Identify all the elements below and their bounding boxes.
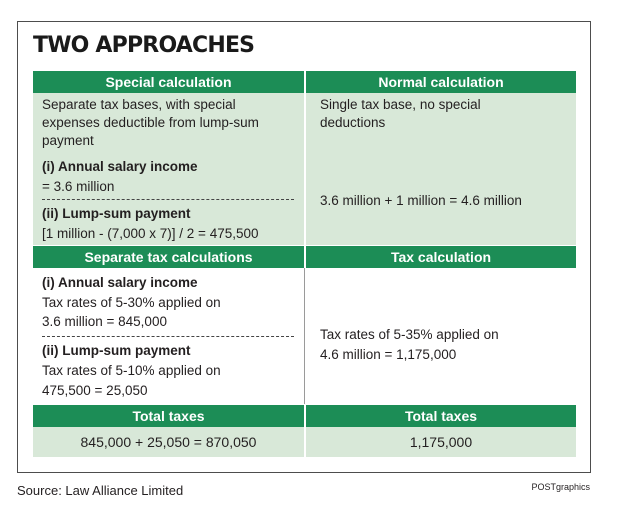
normal-calculation-description: Single tax base, no special deductions [320,97,481,130]
tax-calculation-header: Tax calculation [306,246,576,268]
normal-calculation-panel [306,93,576,245]
special-total-taxes-header: Total taxes [33,405,304,427]
separate-tax-calculations-header: Separate tax calculations [33,246,304,268]
divider-dashed [42,336,294,337]
special-total-taxes-value: 845,000 + 25,050 = 870,050 [33,427,304,457]
calc-lump-sum-rate: Tax rates of 5-10% applied on [42,363,221,378]
special-calculation-panel [33,93,304,245]
normal-total-taxes-value: 1,175,000 [306,427,576,457]
salary-income-label: (i) Annual salary income [42,159,198,174]
normal-calculation-header: Normal calculation [306,71,576,93]
calc-salary-income-label: (i) Annual salary income [42,275,198,290]
divider-dashed [42,199,294,200]
normal-total-taxes-header: Total taxes [306,405,576,427]
source-note: Source: Law Alliance Limited [17,483,184,498]
calc-salary-rate: Tax rates of 5-30% applied on [42,295,221,310]
lump-sum-value: [1 million - (7,000 x 7)] / 2 = 475,500 [42,226,259,241]
calc-lump-sum-result: 475,500 = 25,050 [42,383,148,398]
calc-lump-sum-label: (ii) Lump-sum payment [42,343,191,358]
lump-sum-label: (ii) Lump-sum payment [42,206,191,221]
column-divider [304,268,305,404]
special-calculation-header: Special calculation [33,71,304,93]
calc-salary-result: 3.6 million = 845,000 [42,314,167,329]
normal-tax-result: 4.6 million = 1,175,000 [320,347,457,362]
infographic-title: TWO APPROACHES [33,33,255,58]
normal-tax-base-formula: 3.6 million + 1 million = 4.6 million [320,193,522,208]
normal-tax-rate: Tax rates of 5-35% applied on [320,327,499,342]
graphics-credit: POSTgraphics [531,482,590,492]
salary-income-value: = 3.6 million [42,179,115,194]
special-calculation-description: Separate tax bases, with special expense… [42,97,259,148]
